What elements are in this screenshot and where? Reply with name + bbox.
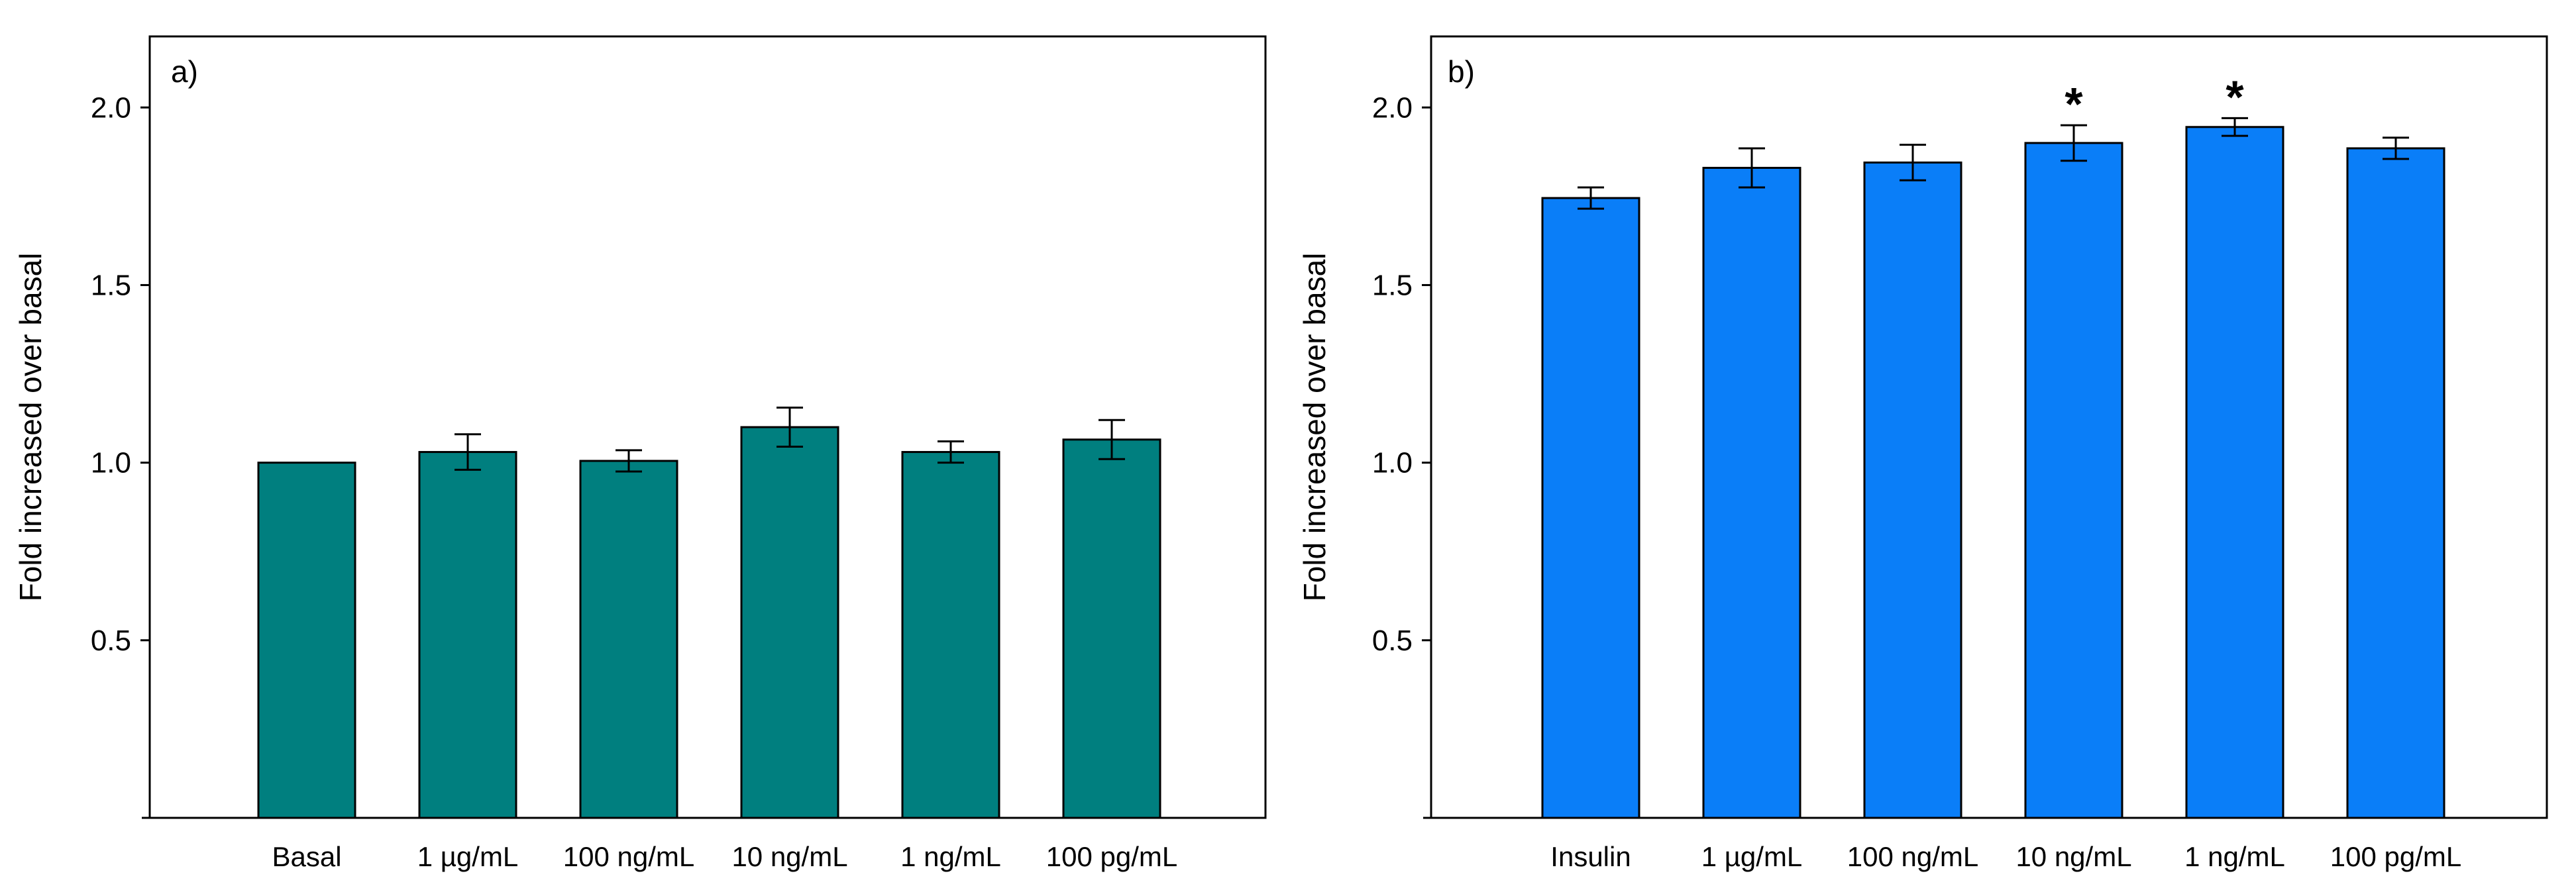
bar [1863,161,1962,819]
bar [901,451,1000,819]
bar [1541,197,1640,819]
bar [2346,147,2445,819]
bars [257,407,1161,819]
y-tick-label: 1.5 [1372,269,1413,301]
y-tick-label: 1.5 [91,269,131,301]
x-tick-label: Basal [272,841,341,872]
bar [257,462,356,819]
y-tick-label: 1.0 [91,447,131,479]
x-tick-label: 10 ng/mL [731,841,847,872]
significance-marker: * [2226,71,2244,123]
panel-a: a) Fold increased over basal 0.5 1.0 1.5 2.… [13,35,1267,872]
y-ticks: 0.5 1.0 1.5 2.0 [1372,91,1431,819]
significance-marker: * [2065,78,2083,130]
x-tick-label: 100 pg/mL [1046,841,1177,872]
panel-label: b) [1448,54,1475,89]
x-tick-label: Insulin [1550,841,1631,872]
bar [2024,142,2123,819]
x-tick-label: 1 ng/mL [900,841,1001,872]
x-tick-labels: Insulin 1 µg/mL 100 ng/mL 10 ng/mL 1 ng/mL 10… [1550,841,2461,872]
bars: * * [1541,71,2445,819]
y-tick-label: 2.0 [1372,91,1413,124]
x-tick-label: 1 ng/mL [2184,841,2285,872]
x-tick-label: 100 pg/mL [2330,841,2461,872]
y-axis-label: Fold increased over basal [13,253,48,602]
bar [418,451,517,819]
x-tick-label: 10 ng/mL [2015,841,2131,872]
bar [1702,166,1801,819]
x-tick-label: 1 µg/mL [1701,841,1803,872]
x-tick-label: 1 µg/mL [417,841,519,872]
plot-frame [1430,35,2548,819]
y-tick-label: 1.0 [1372,447,1413,479]
y-tick-label: 0.5 [1372,624,1413,657]
plot-frame [148,35,1267,819]
y-tick-label: 0.5 [91,624,131,657]
x-tick-label: 100 ng/mL [1847,841,1978,872]
bar [579,460,678,819]
bar [2185,126,2284,819]
panel-label: a) [171,54,198,89]
y-tick-label: 2.0 [91,91,131,124]
y-ticks: 0.5 1.0 1.5 2.0 [91,91,150,819]
bar [1062,438,1161,819]
bar [740,426,839,819]
panel-b: b) Fold increased over basal 0.5 1.0 1.5 2.… [1297,35,2548,872]
y-axis-label: Fold increased over basal [1297,253,1332,602]
x-tick-label: 100 ng/mL [563,841,694,872]
x-tick-labels: Basal 1 µg/mL 100 ng/mL 10 ng/mL 1 ng/mL 100 … [272,841,1177,872]
